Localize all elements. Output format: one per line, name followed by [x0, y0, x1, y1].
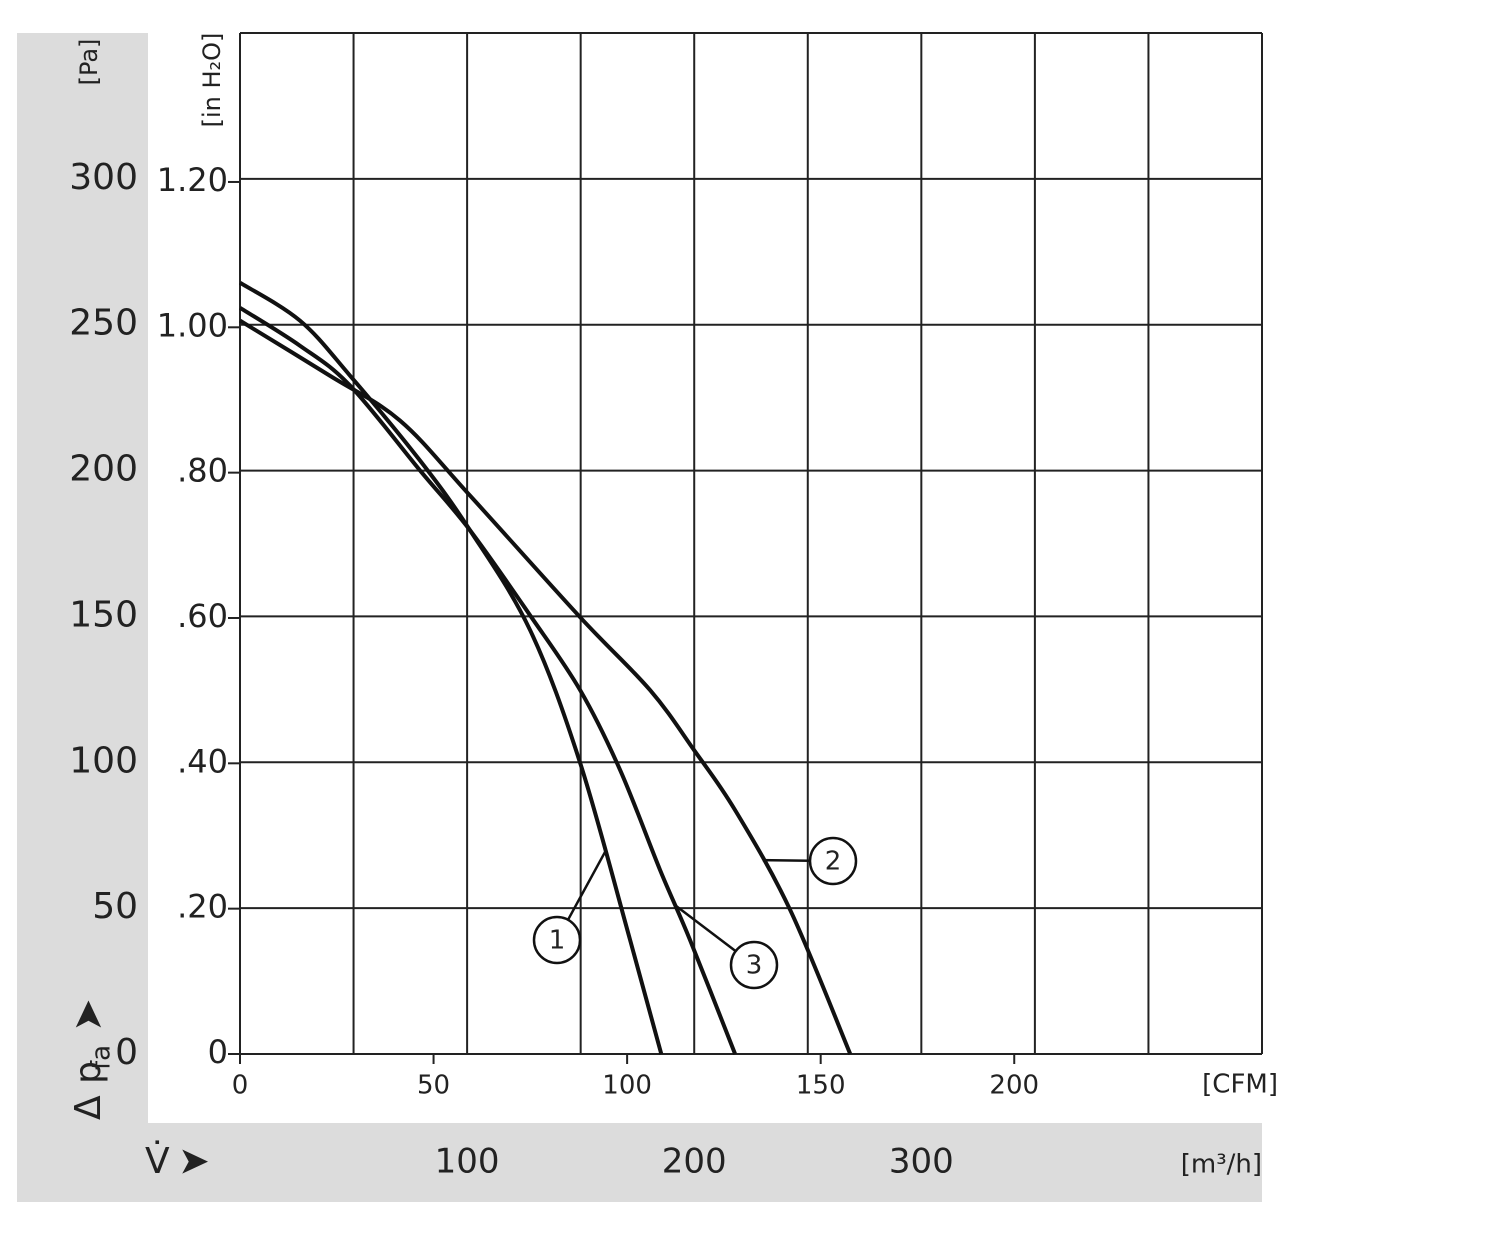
y-label-subscript: fa: [87, 1045, 117, 1070]
x2-tick-label: 100: [602, 1071, 652, 1101]
arrow-icon: ➤: [65, 998, 111, 1032]
x-tick-label: 200: [662, 1142, 727, 1182]
curve: [238, 318, 853, 1055]
x2-tick-label: 150: [796, 1071, 846, 1101]
y-tick-label: 200: [69, 449, 138, 490]
x-tick-label: 300: [889, 1142, 954, 1182]
y-tick-label: 150: [69, 594, 138, 635]
x-tick-label: 100: [435, 1142, 500, 1182]
y-tick-label: 250: [69, 303, 138, 344]
y-tick-label: 0: [115, 1032, 138, 1073]
y2-unit: [in H₂O]: [198, 33, 226, 128]
y2-tick-label: 0: [208, 1033, 228, 1071]
y2-tick-label: .60: [177, 597, 228, 635]
curve-label: 1: [549, 926, 566, 956]
curve: [238, 281, 664, 1055]
leader-line: [566, 851, 607, 921]
curve: [238, 306, 737, 1055]
y-tick-label: 300: [69, 157, 138, 198]
x2-tick-label: 0: [232, 1071, 249, 1101]
y2-tick-label: .20: [177, 888, 228, 926]
y-tick-label: 100: [69, 740, 138, 781]
axis-band: [148, 1123, 1262, 1202]
y-unit: [Pa]: [75, 39, 103, 86]
curve-label-circle: [808, 836, 858, 886]
x-label: V̇: [145, 1140, 170, 1182]
curve-label-circle: [729, 940, 779, 990]
x-unit: [m³/h]: [1181, 1150, 1262, 1180]
y2-tick-label: .40: [177, 742, 228, 780]
x2-tick-label: 200: [989, 1071, 1039, 1101]
x2-unit: [CFM]: [1202, 1070, 1278, 1100]
curve-label: 3: [746, 951, 763, 981]
leader-line: [674, 904, 737, 953]
x2-tick-label: 50: [417, 1071, 450, 1101]
y2-tick-label: 1.00: [157, 306, 228, 344]
y2-tick-label: .80: [177, 452, 228, 490]
y-label: Δ p fa ➤: [65, 998, 117, 1120]
curve-label: 2: [825, 847, 842, 877]
arrow-icon: ➤: [178, 1139, 210, 1183]
leader-line: [762, 858, 811, 862]
y2-tick-label: 1.20: [157, 161, 228, 199]
y-tick-label: 50: [92, 886, 138, 927]
y-label-symbol: Δ p: [68, 1061, 109, 1120]
curve-label-circle: [532, 915, 582, 965]
axis-band: [17, 33, 148, 1202]
